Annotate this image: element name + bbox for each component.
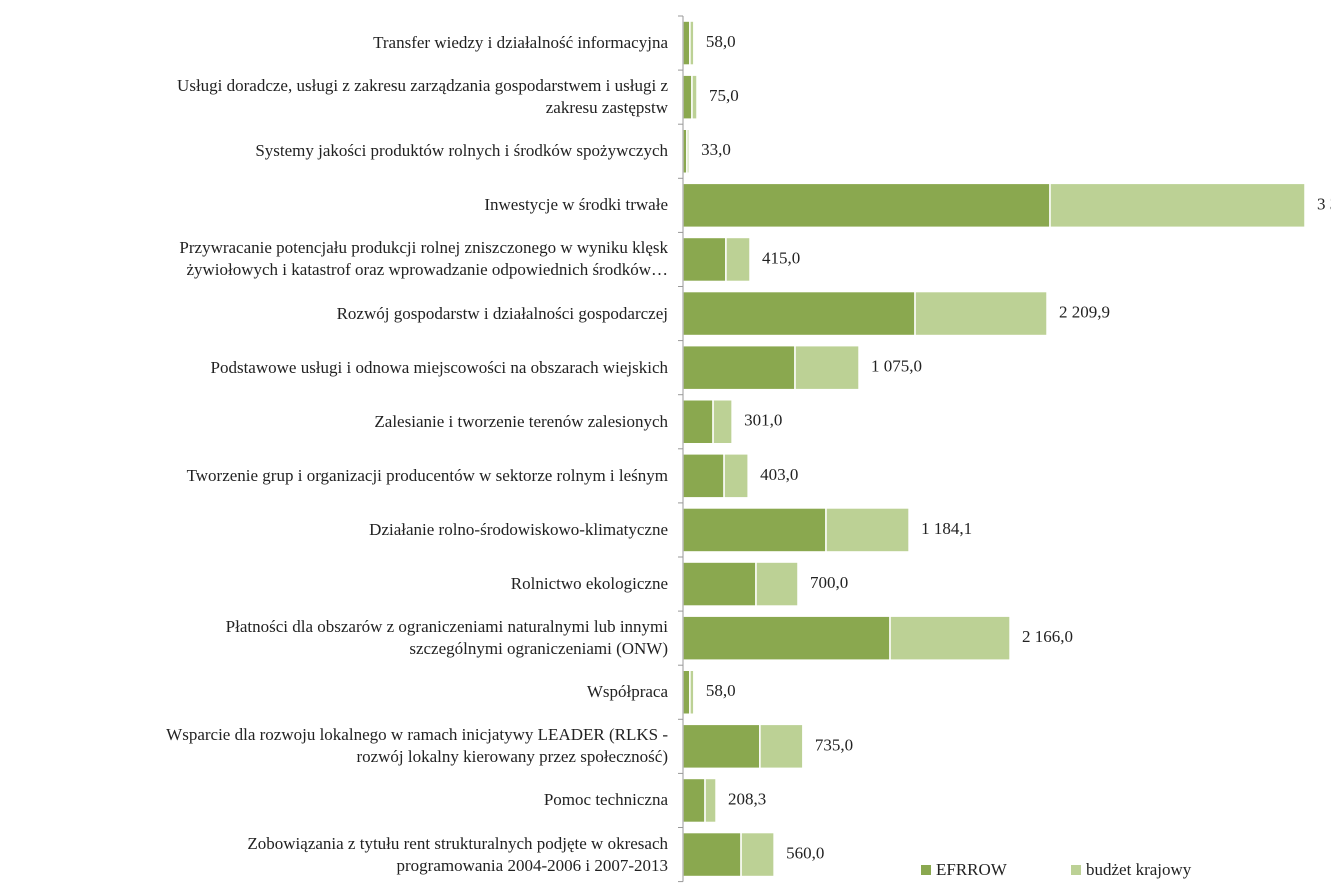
category-label: Przywracanie potencjału produkcji rolnej…: [179, 238, 668, 280]
legend-label: EFRROW: [936, 860, 1008, 879]
total-label: 58,0: [706, 681, 736, 700]
bar-segment: [682, 182, 1051, 229]
bar-segment: [682, 561, 757, 607]
bar-segment: [691, 74, 698, 120]
bar-segment: [712, 399, 733, 445]
total-label: 33,0: [701, 140, 731, 159]
category-label: Zobowiązania z tytułu rent strukturalnyc…: [247, 833, 668, 875]
bar-segment: [1049, 182, 1306, 229]
category-label: Tworzenie grup i organizacji producentów…: [186, 465, 668, 485]
total-label: 208,3: [728, 789, 766, 808]
bar-segment: [682, 290, 916, 337]
bar-segment: [914, 290, 1048, 337]
bar-segment: [682, 615, 891, 661]
bar-segment: [682, 453, 725, 499]
bar-segment: [725, 236, 751, 283]
total-label: 3 332,1: [1317, 194, 1331, 213]
total-label: 2 166,0: [1022, 627, 1073, 646]
category-label: Podstawowe usługi i odnowa miejscowości …: [210, 357, 669, 377]
bar-segment: [759, 723, 804, 770]
category-label: Inwestycje w środki trwałe: [484, 195, 668, 215]
bar-segment: [825, 507, 910, 553]
bar-segment: [686, 128, 690, 174]
category-label: Zalesianie i tworzenie terenów zalesiony…: [374, 411, 668, 431]
category-label: Działanie rolno-środowiskowo-klimatyczne: [369, 519, 668, 539]
category-label: Płatności dla obszarów z ograniczeniami …: [225, 617, 668, 659]
category-label: Rolnictwo ekologiczne: [510, 574, 668, 594]
category-label: Wsparcie dla rozwoju lokalnego w ramach …: [166, 725, 668, 767]
legend-swatch: [921, 865, 931, 875]
bar-segment: [889, 615, 1011, 661]
total-label: 58,0: [706, 32, 736, 51]
legend-swatch: [1071, 865, 1081, 875]
total-label: 415,0: [762, 248, 800, 267]
category-label: Pomoc techniczna: [543, 790, 668, 810]
bar-segment: [682, 723, 761, 770]
total-label: 1 184,1: [921, 519, 972, 538]
category-label: Usługi doradcze, usługi z zakresu zarząd…: [177, 76, 668, 118]
legend-label: budżet krajowy: [1086, 860, 1192, 879]
bar-segment: [755, 561, 799, 607]
total-label: 2 209,9: [1059, 302, 1110, 321]
bar-segment: [682, 20, 691, 66]
bar-segment: [794, 344, 860, 391]
bar-segment: [682, 74, 693, 120]
bar-segment: [689, 669, 695, 715]
total-label: 700,0: [810, 573, 848, 592]
bar-segment: [682, 399, 714, 445]
bar-segment: [689, 20, 695, 66]
bar-segment: [682, 507, 827, 553]
total-label: 1 075,0: [871, 357, 922, 376]
total-label: 735,0: [815, 735, 853, 754]
bar-segment: [704, 777, 717, 824]
bar-segment: [740, 831, 775, 878]
bar-segment: [682, 236, 727, 283]
category-label: Współpraca: [586, 682, 668, 702]
total-label: 301,0: [744, 411, 782, 430]
category-label: Systemy jakości produktów rolnych i środ…: [255, 141, 668, 161]
bar-segment: [682, 669, 691, 715]
category-label: Rozwój gospodarstw i działalności gospod…: [336, 303, 668, 323]
total-label: 75,0: [709, 86, 739, 105]
total-label: 560,0: [786, 843, 824, 862]
total-label: 403,0: [760, 465, 798, 484]
bar-segment: [682, 344, 796, 391]
bar-segment: [682, 831, 742, 878]
bar-segment: [682, 777, 706, 824]
bar-segment: [723, 453, 749, 499]
category-label: Transfer wiedzy i działalność informacyj…: [373, 33, 668, 53]
